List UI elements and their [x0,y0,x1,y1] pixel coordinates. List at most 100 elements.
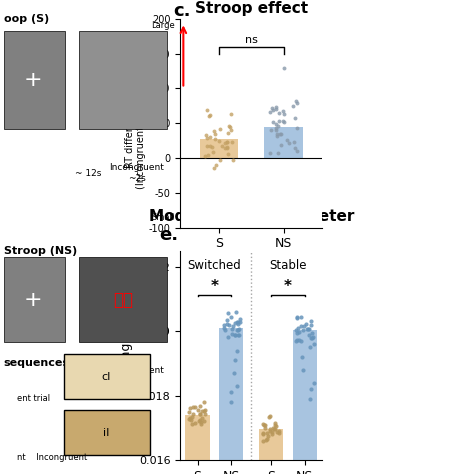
Point [280,110,287,118]
Point [204,151,212,158]
Point [211,130,219,137]
Text: Incongruent
~2s: Incongruent ~2s [109,164,164,182]
Point [293,336,301,344]
Point [273,103,280,110]
Point [227,123,234,131]
Point [197,418,205,426]
Point [231,331,239,339]
Point [293,314,301,322]
Text: Small: Small [152,213,175,221]
Bar [219,328,243,460]
Bar [259,429,283,460]
Point [216,156,224,164]
Text: Switched: Switched [187,259,241,272]
Point [228,389,235,396]
Point [201,410,208,418]
Point [285,139,293,146]
Point [277,141,285,148]
Point [233,326,241,334]
Point [209,143,216,151]
Y-axis label: Learning rate: Learning rate [120,314,133,397]
Bar [64,410,150,455]
Point [267,127,274,134]
Point [234,318,241,326]
Text: Incongruent
~2s: Incongruent ~2s [109,366,164,385]
Point [196,417,203,425]
Point [205,112,212,120]
Point [234,331,242,338]
Point [302,320,310,328]
Text: +: + [24,290,43,310]
Point [276,130,283,137]
Point [264,432,271,439]
Point [198,408,205,415]
Point [188,413,195,420]
Point [270,424,277,432]
Point [235,325,243,333]
Point [310,379,318,387]
Point [306,395,313,402]
Point [269,106,276,114]
Bar [293,330,317,460]
Point [221,144,228,152]
Text: Large: Large [151,21,175,30]
Point [299,353,306,361]
Point [297,313,305,321]
Point [199,414,206,422]
Point [228,330,236,338]
Bar [79,31,166,129]
Point [280,64,288,72]
Text: ~ 12s: ~ 12s [74,169,101,177]
Point [228,138,236,146]
Point [297,322,305,330]
Bar [3,31,65,129]
Point [225,150,232,158]
Point [223,144,230,152]
Point [217,125,224,132]
Point [202,131,210,138]
Point [270,425,278,433]
Point [185,416,193,423]
Point [233,382,240,390]
Point [268,428,276,436]
Point [291,144,299,152]
Point [301,322,308,330]
Point [275,427,283,435]
Text: c.: c. [173,2,191,20]
Point [266,428,274,435]
Point [309,334,316,342]
Point [269,104,276,111]
Point [274,123,282,130]
Point [262,421,269,429]
Point [233,319,241,326]
Point [206,111,214,119]
Point [224,129,232,137]
Text: *: * [284,279,292,293]
Point [290,138,298,146]
Point [220,324,228,332]
Point [271,425,279,433]
Text: ~ 12s: ~ 12s [74,371,101,380]
Point [275,117,283,125]
Point [289,102,296,110]
Point [310,340,317,348]
Point [295,336,302,344]
Point [292,337,300,345]
Text: nt    Incongruent: nt Incongruent [17,453,88,462]
Point [260,420,267,428]
Point [294,324,301,332]
Bar [264,127,303,158]
Text: Stable: Stable [269,259,307,272]
Point [280,118,287,125]
Point [234,320,242,328]
Point [280,118,288,125]
Point [303,326,311,333]
Point [295,328,303,336]
Point [210,127,218,135]
Point [292,114,299,122]
Point [203,134,210,141]
Point [224,309,231,317]
Point [228,325,236,333]
Point [283,137,291,144]
Point [226,122,233,130]
